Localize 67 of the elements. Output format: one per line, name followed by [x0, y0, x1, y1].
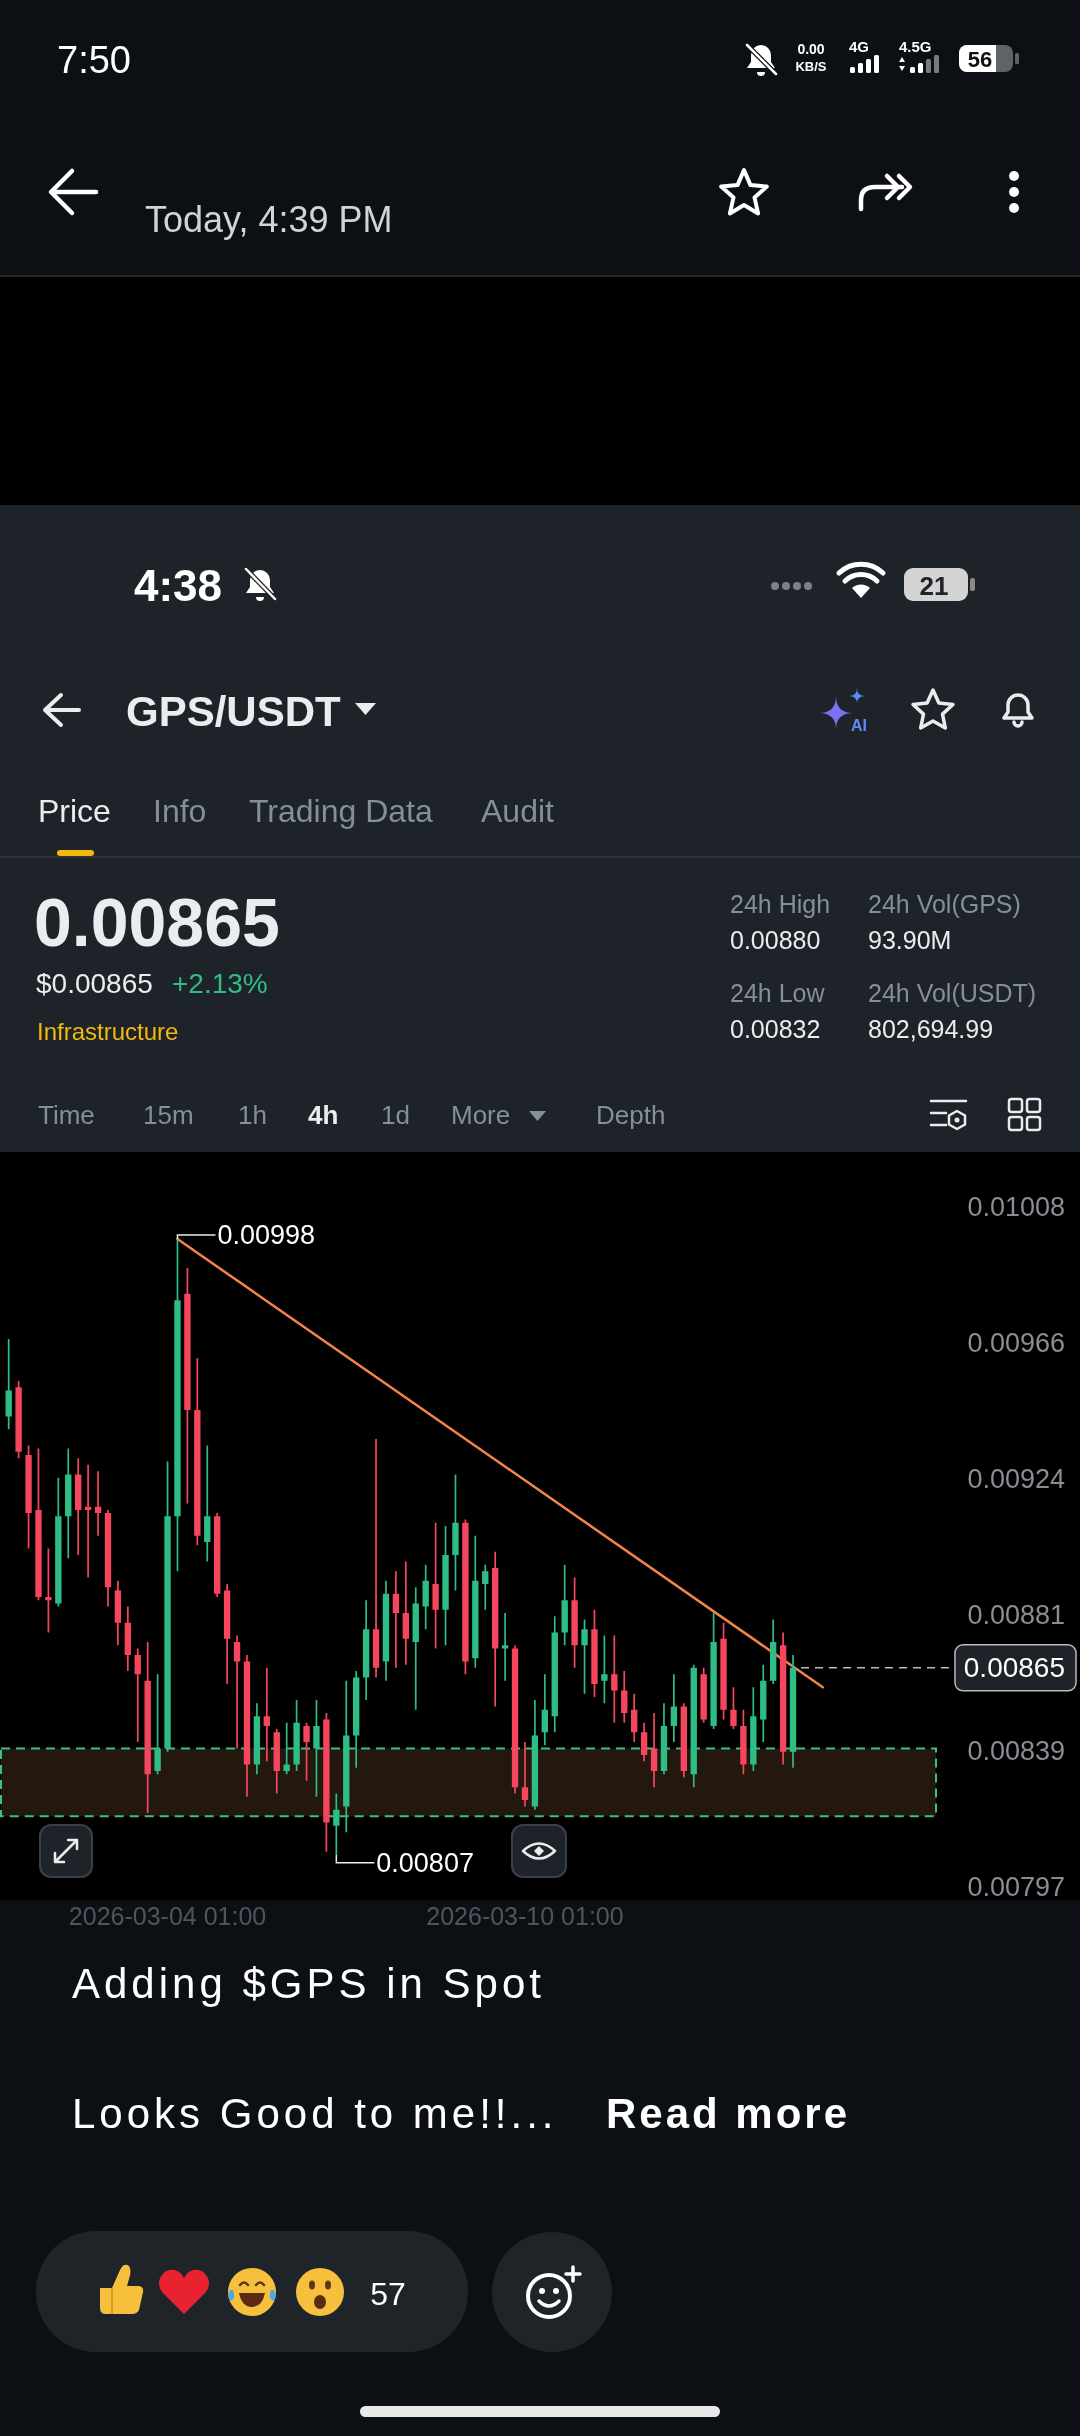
text: 1h: [238, 1100, 267, 1130]
text: 93.90M: [868, 926, 952, 954]
text: 1d: [381, 1100, 410, 1130]
text: 15m: [143, 1100, 194, 1130]
text: AI: [851, 717, 867, 734]
text: 7:50: [57, 39, 131, 81]
text: $0.00865: [36, 968, 153, 999]
text: 0.00: [797, 41, 825, 57]
text: More: [451, 1100, 511, 1130]
text: 56: [967, 47, 993, 72]
text: +2.13%: [172, 968, 268, 999]
text: Trading Data: [249, 793, 433, 829]
ref-line-label: 0.00865: [963, 1652, 1065, 1684]
y-tick-label: 0.00881: [967, 1599, 1065, 1630]
y-tick-label: 0.00924: [967, 1463, 1065, 1494]
annotation: 0.00998: [217, 1220, 316, 1251]
text: Adding $GPS in Spot: [72, 1960, 545, 2007]
text: Today, 4:39 PM: [145, 199, 393, 240]
text: 24h Vol(USDT): [868, 979, 1037, 1007]
candlestick: [194, 1358, 201, 1546]
text: 0.00832: [730, 1015, 821, 1043]
candlestick: [233, 1635, 241, 1749]
text: 0.00880: [730, 926, 821, 954]
chart-title: GPS/USDT: [126, 688, 342, 735]
text: 24h Vol(GPS): [868, 890, 1021, 918]
text: Infrastructure: [37, 1018, 179, 1045]
text: KB/S: [795, 59, 827, 74]
text: Price: [38, 793, 111, 829]
candlestick: [611, 1635, 618, 1723]
candlestick: [501, 1613, 509, 1681]
y-tick-label: 0.00797: [967, 1872, 1065, 1903]
candlestick: [55, 1477, 62, 1607]
text: 4.5G: [899, 38, 932, 55]
candlestick: [521, 1742, 529, 1807]
candlestick: [283, 1722, 290, 1775]
text: Info: [153, 793, 207, 829]
candlestick: [204, 1445, 211, 1562]
text: 57: [370, 2276, 406, 2312]
x-tick-label: 2026-03-04 01:00: [68, 1902, 267, 1930]
candlestick: [750, 1687, 757, 1772]
text: Time: [38, 1100, 95, 1130]
candlestick: [263, 1667, 270, 1762]
x-tick-label: 2026-03-10 01:00: [426, 1902, 624, 1930]
text: Read more: [606, 2090, 851, 2137]
text: 4h: [308, 1100, 339, 1130]
text: 4:38: [134, 561, 223, 610]
candlestick: [402, 1561, 409, 1665]
text: 4G: [849, 38, 870, 55]
text: Looks Good to me!!...: [72, 2090, 558, 2137]
text: 21: [919, 571, 949, 601]
candlestick: [134, 1648, 141, 1743]
annotation: 0.00807: [376, 1847, 474, 1878]
text: 24h High: [730, 890, 831, 918]
text: Depth: [596, 1100, 666, 1130]
candlestick: [392, 1571, 400, 1668]
candlestick: [372, 1438, 380, 1678]
y-tick-label: 0.00839: [967, 1736, 1065, 1767]
candlestick: [333, 1793, 340, 1855]
candlestick: [472, 1535, 479, 1668]
text: 24h Low: [730, 979, 826, 1007]
text: 0.00865: [34, 884, 280, 960]
text: Audit: [481, 793, 555, 829]
text: 802,694.99: [868, 1015, 994, 1043]
y-tick-label: 0.00966: [967, 1327, 1065, 1358]
candlestick: [94, 1471, 102, 1536]
y-tick-label: 0.01008: [967, 1191, 1065, 1222]
candlestick: [84, 1464, 92, 1578]
